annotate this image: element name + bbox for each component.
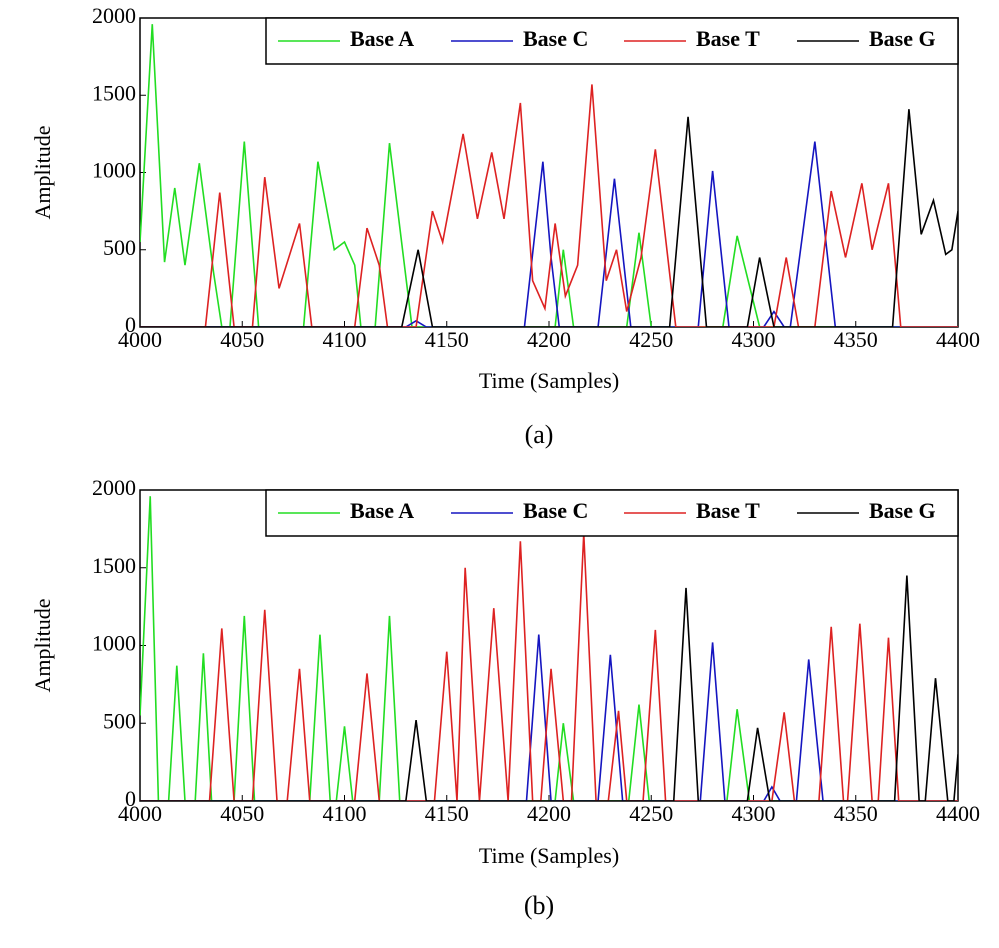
x-tick-label: 4150 — [425, 327, 469, 352]
x-tick-label: 4400 — [936, 801, 980, 826]
x-tick-label: 4300 — [732, 801, 776, 826]
trace-line — [140, 109, 958, 327]
legend-label: Base C — [523, 498, 588, 523]
y-tick-label: 2000 — [92, 475, 136, 500]
x-tick-label: 4100 — [323, 801, 367, 826]
legend-label: Base C — [523, 26, 588, 51]
trace-line — [140, 533, 958, 801]
chart-panel: 0 500 1000 1500 2000 4000 4050 4100 4150 4200 4250… — [30, 475, 980, 920]
x-tick-label: 4350 — [834, 801, 878, 826]
caption: (a) — [525, 420, 554, 449]
trace-line — [140, 84, 958, 327]
y-tick-label: 500 — [103, 235, 136, 260]
y-tick-label: 1500 — [92, 80, 136, 105]
plot-area — [139, 489, 959, 802]
series-group — [140, 496, 958, 801]
trace-line — [140, 24, 958, 327]
x-tick-label: 4250 — [629, 327, 673, 352]
legend-label: Base T — [696, 498, 760, 523]
y-tick-label: 1000 — [92, 158, 136, 183]
x-tick-label: 4000 — [118, 327, 162, 352]
legend-label: Base G — [869, 498, 936, 523]
caption: (b) — [524, 891, 554, 920]
x-tick-label: 4150 — [425, 801, 469, 826]
y-axis-label: Amplitude — [30, 598, 55, 692]
series-group — [140, 24, 958, 327]
y-axis-label: Amplitude — [30, 125, 55, 219]
x-tick-label: 4200 — [527, 327, 571, 352]
y-tick-label: 500 — [103, 708, 136, 733]
legend: Base A Base C Base T Base G — [265, 489, 959, 537]
x-tick-label: 4100 — [323, 327, 367, 352]
legend: Base A Base C Base T Base G — [265, 17, 959, 65]
legend-label: Base G — [869, 26, 936, 51]
trace-line — [140, 634, 958, 801]
x-tick-label: 4300 — [732, 327, 776, 352]
x-axis-label: Time (Samples) — [479, 368, 619, 393]
y-tick-label: 1500 — [92, 553, 136, 578]
y-tick-label: 2000 — [92, 3, 136, 28]
y-tick-label: 1000 — [92, 631, 136, 656]
x-tick-label: 4050 — [220, 801, 264, 826]
x-tick-label: 4200 — [527, 801, 571, 826]
legend-label: Base A — [350, 26, 414, 51]
x-tick-label: 4250 — [629, 801, 673, 826]
x-tick-label: 4350 — [834, 327, 878, 352]
x-tick-label: 4050 — [220, 327, 264, 352]
trace-line — [140, 575, 958, 801]
y-tick-label: 0 — [125, 786, 136, 811]
legend-label: Base T — [696, 26, 760, 51]
trace-line — [140, 496, 958, 801]
y-tick-label: 0 — [125, 312, 136, 337]
x-tick-label: 4000 — [118, 801, 162, 826]
legend-label: Base A — [350, 498, 414, 523]
x-tick-label: 4400 — [936, 327, 980, 352]
chart-panel: 0 500 1000 1500 2000 4000 4050 4100 4150 4200 4250… — [30, 3, 980, 449]
x-axis-label: Time (Samples) — [479, 843, 619, 868]
